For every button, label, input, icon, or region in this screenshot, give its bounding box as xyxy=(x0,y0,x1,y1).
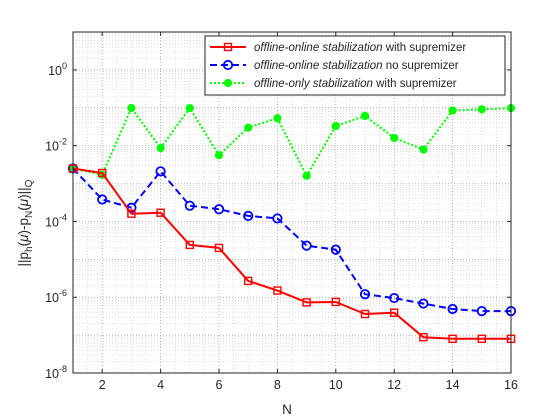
square-marker xyxy=(419,333,428,342)
circle-marker xyxy=(359,289,371,300)
circle-marker xyxy=(330,244,341,255)
legend-entry-3: offline-only stabilization with supremiz… xyxy=(210,78,457,90)
legend-label: offline-online stabilization with suprem… xyxy=(254,42,466,54)
series-3 xyxy=(68,104,516,180)
axis-ticks: 2 4 6 8 10 12 14 16 10-8 10-6 10-4 10-2 100 xyxy=(45,32,518,392)
square-marker xyxy=(156,208,165,217)
dot-marker xyxy=(331,121,340,131)
legend-label: offline-only stabilization with supremiz… xyxy=(254,78,457,90)
circle-marker xyxy=(97,194,108,205)
square-marker xyxy=(448,334,457,343)
square-marker xyxy=(302,298,311,307)
square-marker xyxy=(390,308,399,317)
x-tick-label: 8 xyxy=(274,378,281,392)
circle-marker xyxy=(301,240,312,251)
square-marker xyxy=(97,168,107,178)
series-line xyxy=(72,107,512,177)
dot-marker xyxy=(244,123,253,132)
y-axis-title: ||ph(μ)-pN(μ)||Q xyxy=(16,179,35,266)
series-line xyxy=(72,167,511,340)
circle-marker xyxy=(476,306,487,317)
x-tick-label: 6 xyxy=(216,378,223,392)
dot-marker xyxy=(223,78,233,88)
square-marker xyxy=(273,286,282,295)
y-tick-label: 10-2 xyxy=(45,137,67,154)
square-marker xyxy=(185,240,195,250)
square-marker xyxy=(360,309,370,319)
y-tick-label: 100 xyxy=(48,61,67,78)
dot-marker xyxy=(360,111,370,121)
circle-marker xyxy=(243,210,254,222)
dot-marker xyxy=(419,145,428,154)
x-tick-label: 4 xyxy=(157,378,164,392)
dot-marker xyxy=(273,114,282,123)
dot-marker xyxy=(127,104,136,113)
dot-marker xyxy=(156,144,165,153)
legend-label: offline-online stabilization no supremiz… xyxy=(254,60,459,72)
dot-marker xyxy=(185,104,194,113)
legend: offline-online stabilization with suprem… xyxy=(204,35,506,96)
dot-marker xyxy=(214,151,224,160)
circle-marker xyxy=(155,166,166,177)
x-tick-label: 10 xyxy=(329,378,343,392)
x-tick-label: 16 xyxy=(504,378,518,392)
square-marker xyxy=(223,42,233,52)
square-marker xyxy=(477,334,486,343)
circle-marker xyxy=(447,303,458,315)
circle-marker xyxy=(418,298,429,309)
circle-marker xyxy=(389,292,400,304)
axes-box xyxy=(72,31,512,374)
dot-marker xyxy=(302,171,311,180)
circle-marker xyxy=(184,200,195,211)
legend-box xyxy=(204,35,506,96)
dot-marker xyxy=(448,106,457,115)
x-tick-label: 12 xyxy=(387,378,401,392)
x-tick-label: 2 xyxy=(99,378,106,392)
legend-entry-1: offline-online stabilization with suprem… xyxy=(210,42,466,54)
x-tick-label: 14 xyxy=(446,378,460,392)
square-marker xyxy=(243,276,253,286)
circle-marker xyxy=(222,59,234,71)
legend-entry-2: offline-online stabilization no supremiz… xyxy=(210,59,459,72)
square-marker xyxy=(214,243,224,253)
y-tick-label: 10-6 xyxy=(45,288,67,305)
x-axis-title: N xyxy=(282,402,292,417)
dot-marker xyxy=(390,133,399,143)
dot-marker xyxy=(477,105,486,114)
square-marker xyxy=(331,297,340,307)
y-tick-label: 10-4 xyxy=(45,212,67,229)
circle-marker xyxy=(272,213,283,224)
y-tick-label: 10-8 xyxy=(45,364,67,381)
square-marker xyxy=(127,209,136,218)
series-layer xyxy=(67,104,517,343)
circle-marker xyxy=(213,204,225,215)
